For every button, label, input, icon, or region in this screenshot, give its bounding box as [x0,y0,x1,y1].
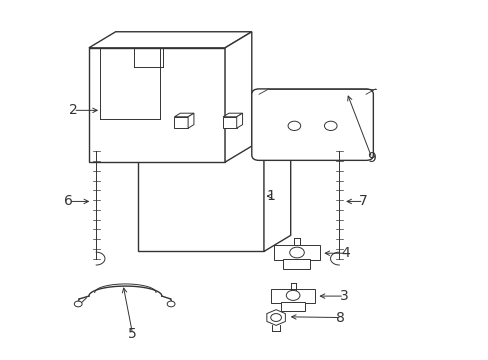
FancyBboxPatch shape [251,89,372,160]
Text: 6: 6 [64,194,73,208]
Circle shape [286,291,299,300]
Text: 7: 7 [359,194,367,208]
Bar [281,302,305,311]
Text: 1: 1 [266,189,275,203]
Circle shape [324,121,336,130]
Text: 9: 9 [366,151,376,165]
Bar [271,289,314,302]
Circle shape [167,301,175,307]
Text: 2: 2 [69,103,78,117]
Bar [137,144,264,251]
Polygon shape [223,113,242,117]
Polygon shape [224,32,251,162]
Bar [223,117,236,128]
Circle shape [287,121,300,130]
Polygon shape [236,113,242,128]
Bar [174,117,188,128]
Bar [283,259,309,269]
Text: 4: 4 [341,246,349,260]
Polygon shape [89,32,251,48]
Text: 8: 8 [336,311,345,324]
Text: 3: 3 [339,289,348,303]
Text: 5: 5 [128,327,137,341]
Circle shape [289,247,304,258]
Polygon shape [264,128,290,251]
Bar [89,48,224,162]
Circle shape [74,301,82,307]
Polygon shape [137,128,290,144]
Polygon shape [188,113,194,128]
Bar [273,246,319,260]
Circle shape [270,314,281,321]
Polygon shape [174,113,194,117]
